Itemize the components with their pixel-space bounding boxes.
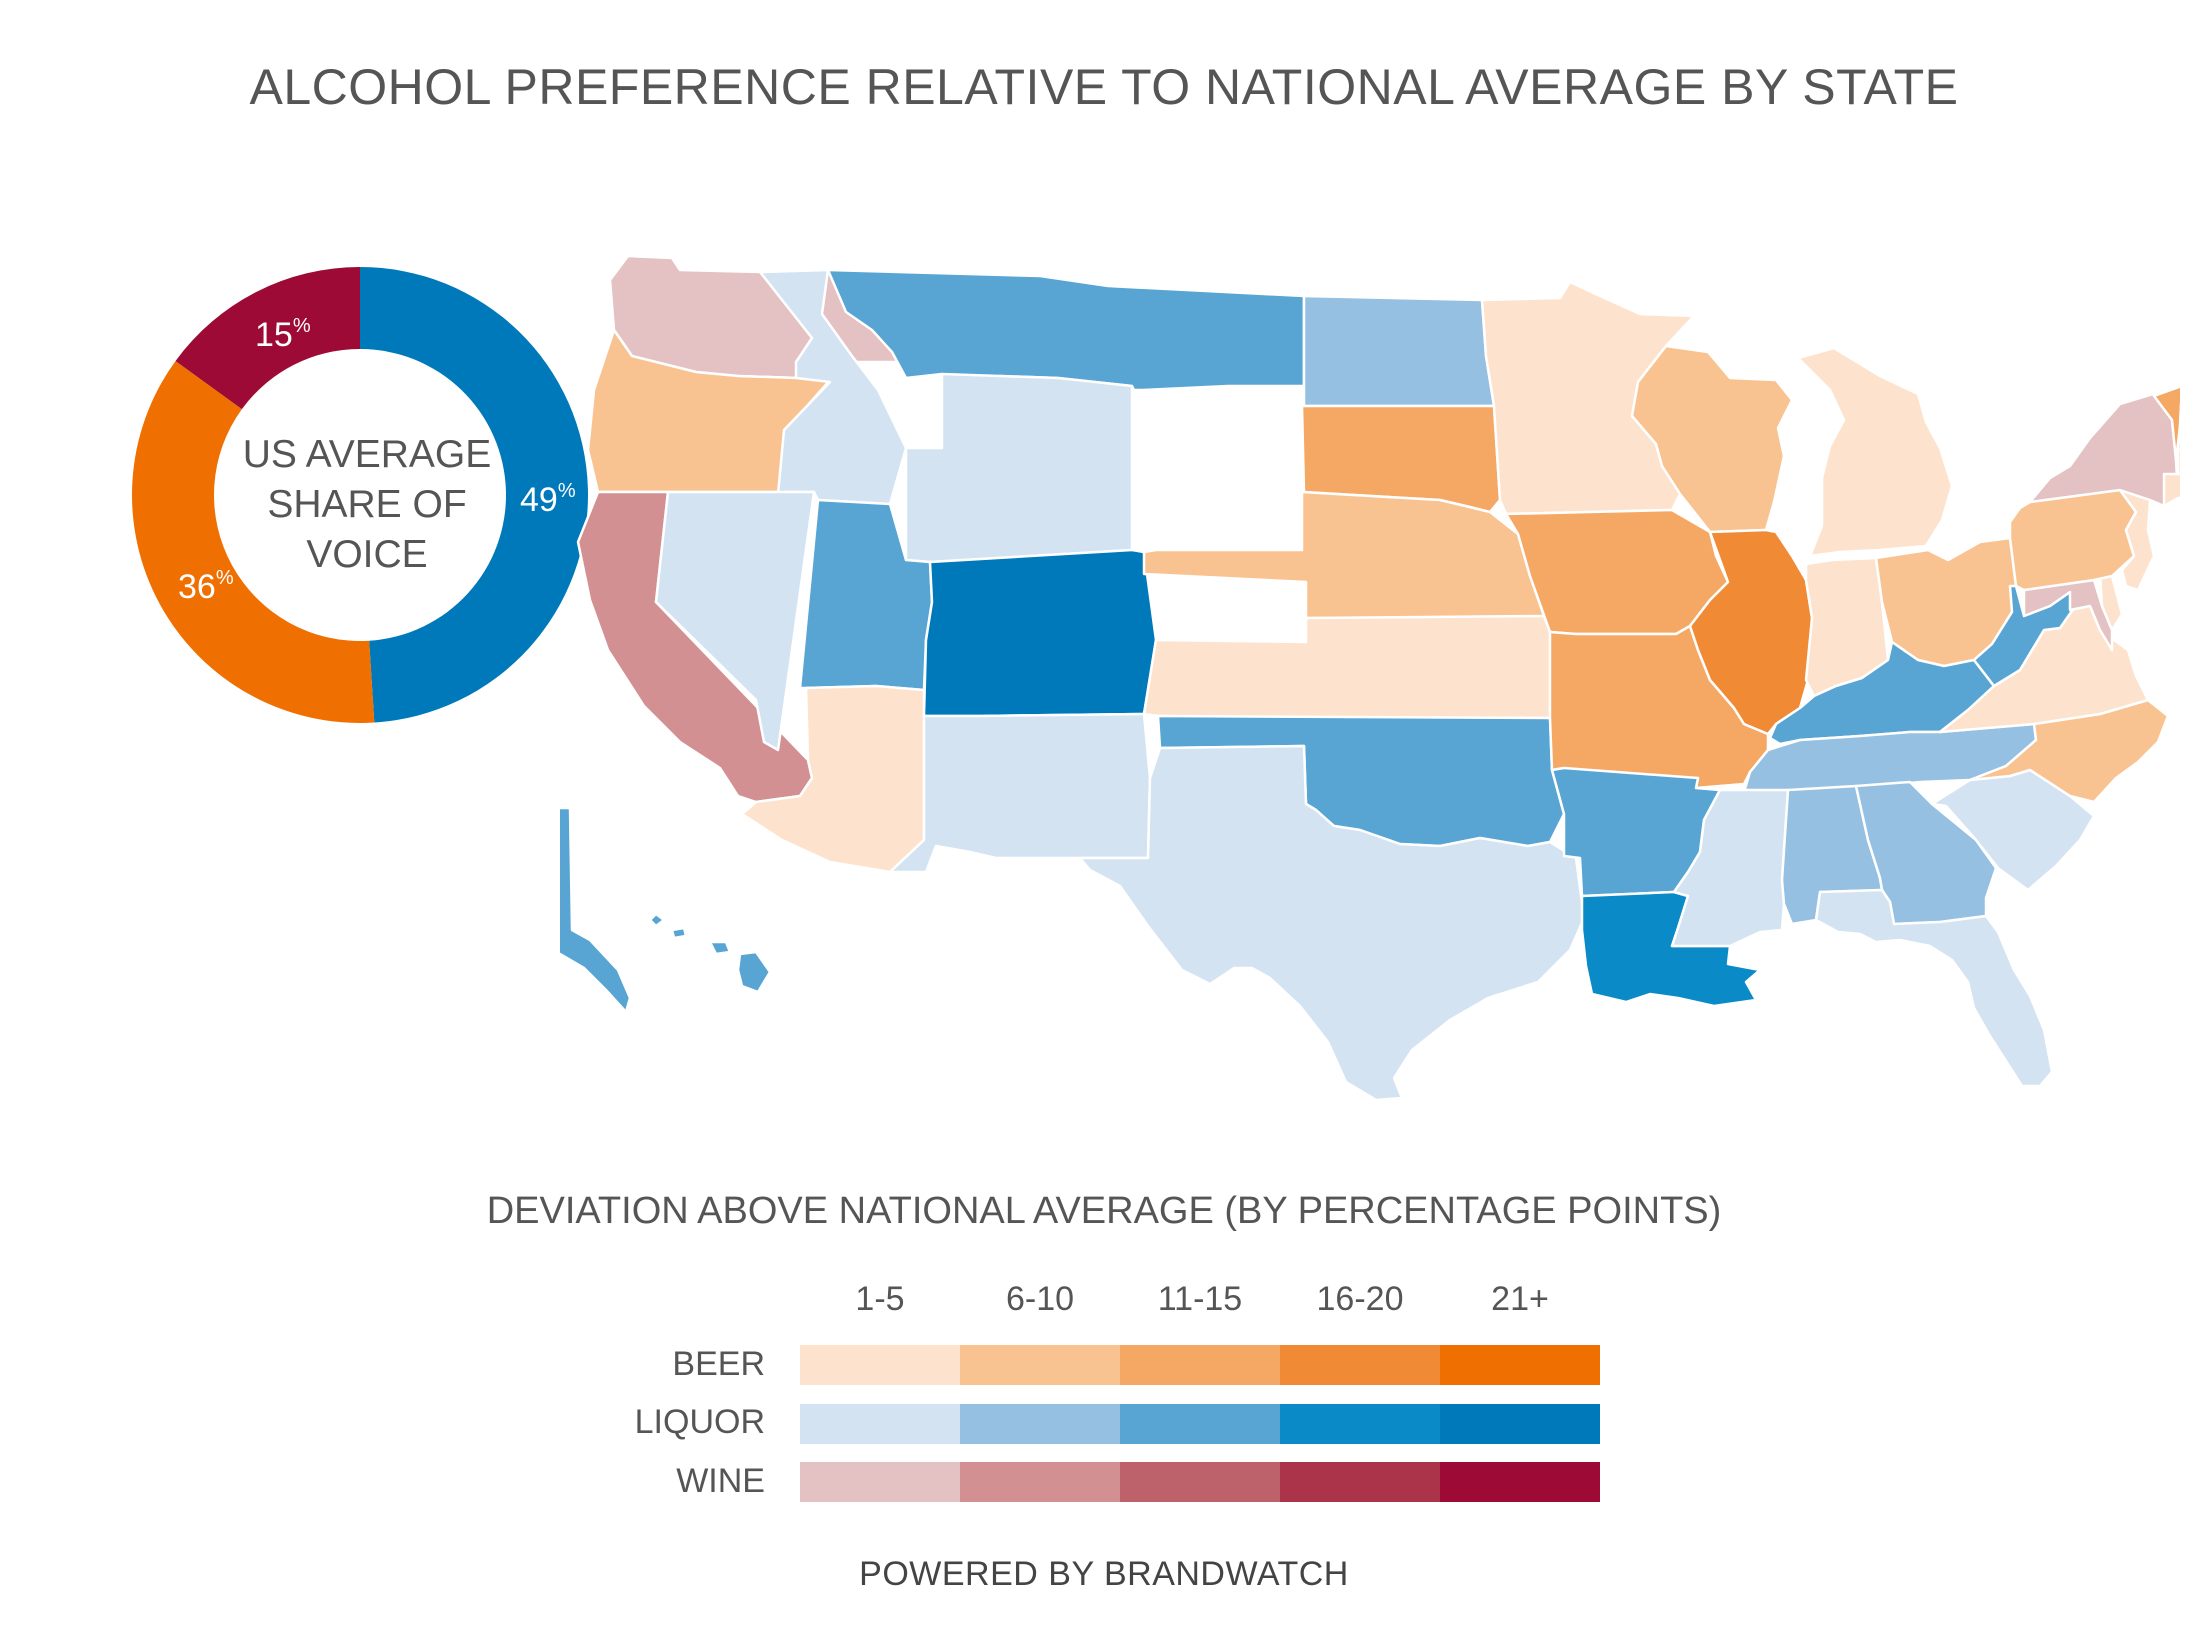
chart-title: ALCOHOL PREFERENCE RELATIVE TO NATIONAL … <box>249 59 1959 115</box>
donut-center-line-2: SHARE OF <box>267 483 467 526</box>
state-hi <box>648 912 772 994</box>
state-ma <box>2176 448 2180 476</box>
legend-title: DEVIATION ABOVE NATIONAL AVERAGE (BY PER… <box>486 1190 1722 1232</box>
state-nd <box>1302 294 1496 408</box>
footer-credit: POWERED BY BRANDWATCH <box>859 1555 1349 1593</box>
legend-row-label-liquor: LIQUOR <box>634 1403 765 1441</box>
share-of-voice-donut <box>132 267 588 723</box>
legend-row-label-wine: WINE <box>676 1462 765 1500</box>
legend-swatch-liquor-4 <box>1280 1404 1440 1444</box>
donut-center-line-3: VOICE <box>306 533 428 576</box>
state-ca <box>576 490 814 804</box>
state-nv <box>654 490 816 752</box>
donut-slice-wine <box>175 267 360 410</box>
legend-swatch-beer-4 <box>1280 1345 1440 1385</box>
legend-swatch-beer-1 <box>800 1345 960 1385</box>
state-nc <box>1968 698 2170 804</box>
legend-range-2: 6-10 <box>1005 1280 1075 1318</box>
slice-label-beer: 36% <box>178 567 234 606</box>
legend-swatch-beer-5 <box>1440 1345 1600 1385</box>
state-nh <box>2176 400 2180 452</box>
legend-swatch-liquor-1 <box>800 1404 960 1444</box>
state-nj <box>2118 488 2156 592</box>
us-states-map <box>560 254 2180 1100</box>
state-ak <box>560 806 632 1014</box>
slice-label-wine: 15% <box>255 315 311 354</box>
state-tx <box>1078 744 1586 1100</box>
state-il <box>1688 528 1814 736</box>
state-ne <box>1142 490 1546 622</box>
state-ks <box>1142 614 1552 720</box>
legend-swatch-beer-3 <box>1120 1345 1280 1385</box>
legend-swatch-wine-5 <box>1440 1462 1600 1502</box>
legend-swatch-liquor-5 <box>1440 1404 1600 1444</box>
state-ny <box>2028 390 2180 508</box>
legend-range-4: 16-20 <box>1316 1280 1404 1318</box>
donut-slice-liquor <box>360 267 588 723</box>
state-co <box>922 548 1158 718</box>
state-wi <box>1630 344 1794 534</box>
state-nm <box>888 712 1152 874</box>
state-ct <box>2162 472 2180 508</box>
state-mt <box>826 268 1306 392</box>
state-pa <box>2008 488 2138 592</box>
state-fl <box>1814 888 2054 1088</box>
state-mi <box>1796 346 1954 558</box>
donut-slice-beer <box>132 360 375 723</box>
legend-range-3: 11-15 <box>1157 1280 1243 1318</box>
legend-swatch-wine-4 <box>1280 1462 1440 1502</box>
donut-center-line-1: US AVERAGE <box>242 433 492 476</box>
legend-range-1: 1-5 <box>855 1280 905 1318</box>
legend-row-label-beer: BEER <box>672 1345 765 1383</box>
legend-swatch-wine-1 <box>800 1462 960 1502</box>
legend-swatch-liquor-3 <box>1120 1404 1280 1444</box>
legend-swatch-wine-3 <box>1120 1462 1280 1502</box>
slice-label-liquor: 49% <box>520 480 576 519</box>
legend-range-5: 21+ <box>1491 1280 1549 1318</box>
donut-center-label: US AVERAGE SHARE OF VOICE <box>227 430 507 580</box>
legend-swatch-wine-2 <box>960 1462 1120 1502</box>
state-wy <box>904 372 1134 564</box>
legend-swatch-beer-2 <box>960 1345 1120 1385</box>
legend-swatch-liquor-2 <box>960 1404 1120 1444</box>
